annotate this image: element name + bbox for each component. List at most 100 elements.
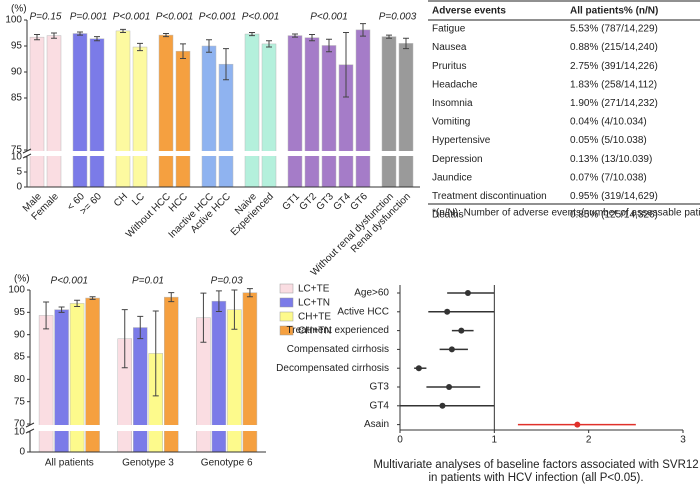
x-tick-label: 3	[680, 435, 686, 446]
legend-swatch	[279, 311, 294, 322]
point	[439, 402, 446, 409]
error-bar	[292, 33, 298, 38]
bar	[46, 35, 62, 188]
legend-label: CH+TE	[298, 312, 331, 323]
error-bar	[326, 38, 332, 53]
table-header: Adverse events	[432, 6, 506, 17]
error-bar	[77, 31, 83, 36]
y-tick-label: Treatment experienced	[287, 325, 389, 336]
table-cell: 0.05% (5/10.038)	[570, 135, 647, 146]
y-tick-label: 85	[14, 352, 26, 363]
y-tick-label: 80	[14, 374, 26, 385]
legend-swatch	[279, 325, 294, 336]
table-cell: 0.07% (7/10.038)	[570, 172, 647, 183]
table-cell: 0.88% (215/14,240)	[570, 42, 658, 53]
bar	[133, 327, 148, 453]
bar	[398, 43, 414, 188]
break-mark	[22, 148, 32, 159]
bar	[287, 35, 303, 188]
error-bar	[137, 315, 144, 340]
error-bar	[215, 290, 222, 312]
error-bar	[120, 28, 126, 33]
error-bar	[223, 48, 229, 81]
axis-break	[26, 425, 268, 431]
point	[415, 365, 422, 372]
error-bar	[180, 43, 186, 59]
table-cell: Insomnia	[432, 98, 473, 109]
x-tick-label: GT3	[314, 191, 336, 213]
error-bar	[249, 31, 255, 37]
table-cell: Vomiting	[432, 117, 470, 128]
error-bar	[163, 33, 169, 38]
table-cell: 0.13% (13/10.039)	[570, 154, 652, 165]
point	[574, 421, 581, 428]
x-tick-label: CH	[112, 191, 130, 209]
p-value: P=0.01	[132, 276, 164, 287]
bar	[321, 45, 337, 188]
error-bar	[360, 23, 366, 37]
legend-swatch	[279, 283, 294, 294]
error-bar	[43, 301, 50, 330]
x-tick-label: GT4	[331, 191, 353, 213]
y-tick-label: GT3	[370, 382, 390, 393]
y-tick-label: 100	[5, 15, 22, 26]
legend-label: LC+TE	[298, 284, 330, 295]
bar	[355, 29, 371, 188]
bar	[72, 33, 88, 188]
bar	[201, 45, 217, 188]
bar	[175, 50, 191, 188]
error-bar	[89, 296, 96, 300]
p-value: P<0.001	[51, 276, 89, 287]
error-bar	[137, 42, 143, 52]
table-cell: Jaundice	[432, 172, 472, 183]
error-bar	[51, 32, 57, 39]
bar	[115, 30, 131, 188]
bar	[304, 37, 320, 188]
table-cell: Treatment discontinuation	[432, 191, 547, 202]
error-bar	[168, 292, 175, 303]
table-cell: 5.53% (787/14,229)	[570, 24, 658, 35]
error-bar	[121, 309, 128, 369]
y-tick-label: 0	[16, 182, 22, 193]
y-tick-label: 5	[16, 167, 22, 178]
error-bar	[34, 34, 40, 41]
error-bar	[386, 34, 392, 39]
break-mark	[25, 422, 35, 434]
bar	[132, 46, 148, 188]
x-tick-label: 2	[586, 435, 592, 446]
y-tick-label: Asain	[364, 419, 389, 430]
bar	[89, 38, 105, 188]
y-tick-label: 90	[11, 67, 23, 78]
error-bar	[266, 40, 272, 48]
y-tick-label: 75	[14, 396, 26, 407]
y-axis-label: (%)	[11, 4, 27, 15]
table-cell: 1.90% (271/14,232)	[570, 98, 658, 109]
legend-label: LC+TN	[298, 298, 330, 309]
p-value: P<0.001	[156, 12, 194, 23]
p-value: P<0.001	[199, 12, 237, 23]
table-cell: 0.04% (4/10.034)	[570, 117, 647, 128]
y-tick-label: 10	[11, 152, 23, 163]
y-tick-label: 95	[14, 307, 26, 318]
table-cell: Depression	[432, 154, 483, 165]
error-bar	[309, 34, 315, 42]
error-bar	[94, 36, 100, 42]
x-tick-label: 0	[397, 435, 403, 446]
table-cell: 0.95% (319/14,629)	[570, 191, 658, 202]
x-tick-label: All patients	[45, 458, 94, 469]
y-tick-label: 85	[11, 93, 23, 104]
bar	[244, 33, 260, 188]
y-tick-label: Decompensated cirrhosis	[276, 363, 389, 374]
error-bar	[343, 31, 349, 98]
error-bar	[206, 39, 212, 53]
x-tick-label: HCC	[167, 191, 190, 214]
x-tick-label: GT2	[297, 191, 319, 213]
table-cell: Headache	[432, 79, 478, 90]
y-tick-label: GT4	[370, 400, 390, 411]
point	[458, 327, 465, 334]
error-bar	[246, 288, 253, 298]
table-header: All patients% (n/N)	[570, 6, 658, 17]
table-cell: 1.83% (258/14,112)	[570, 79, 657, 90]
error-bar	[58, 306, 65, 313]
